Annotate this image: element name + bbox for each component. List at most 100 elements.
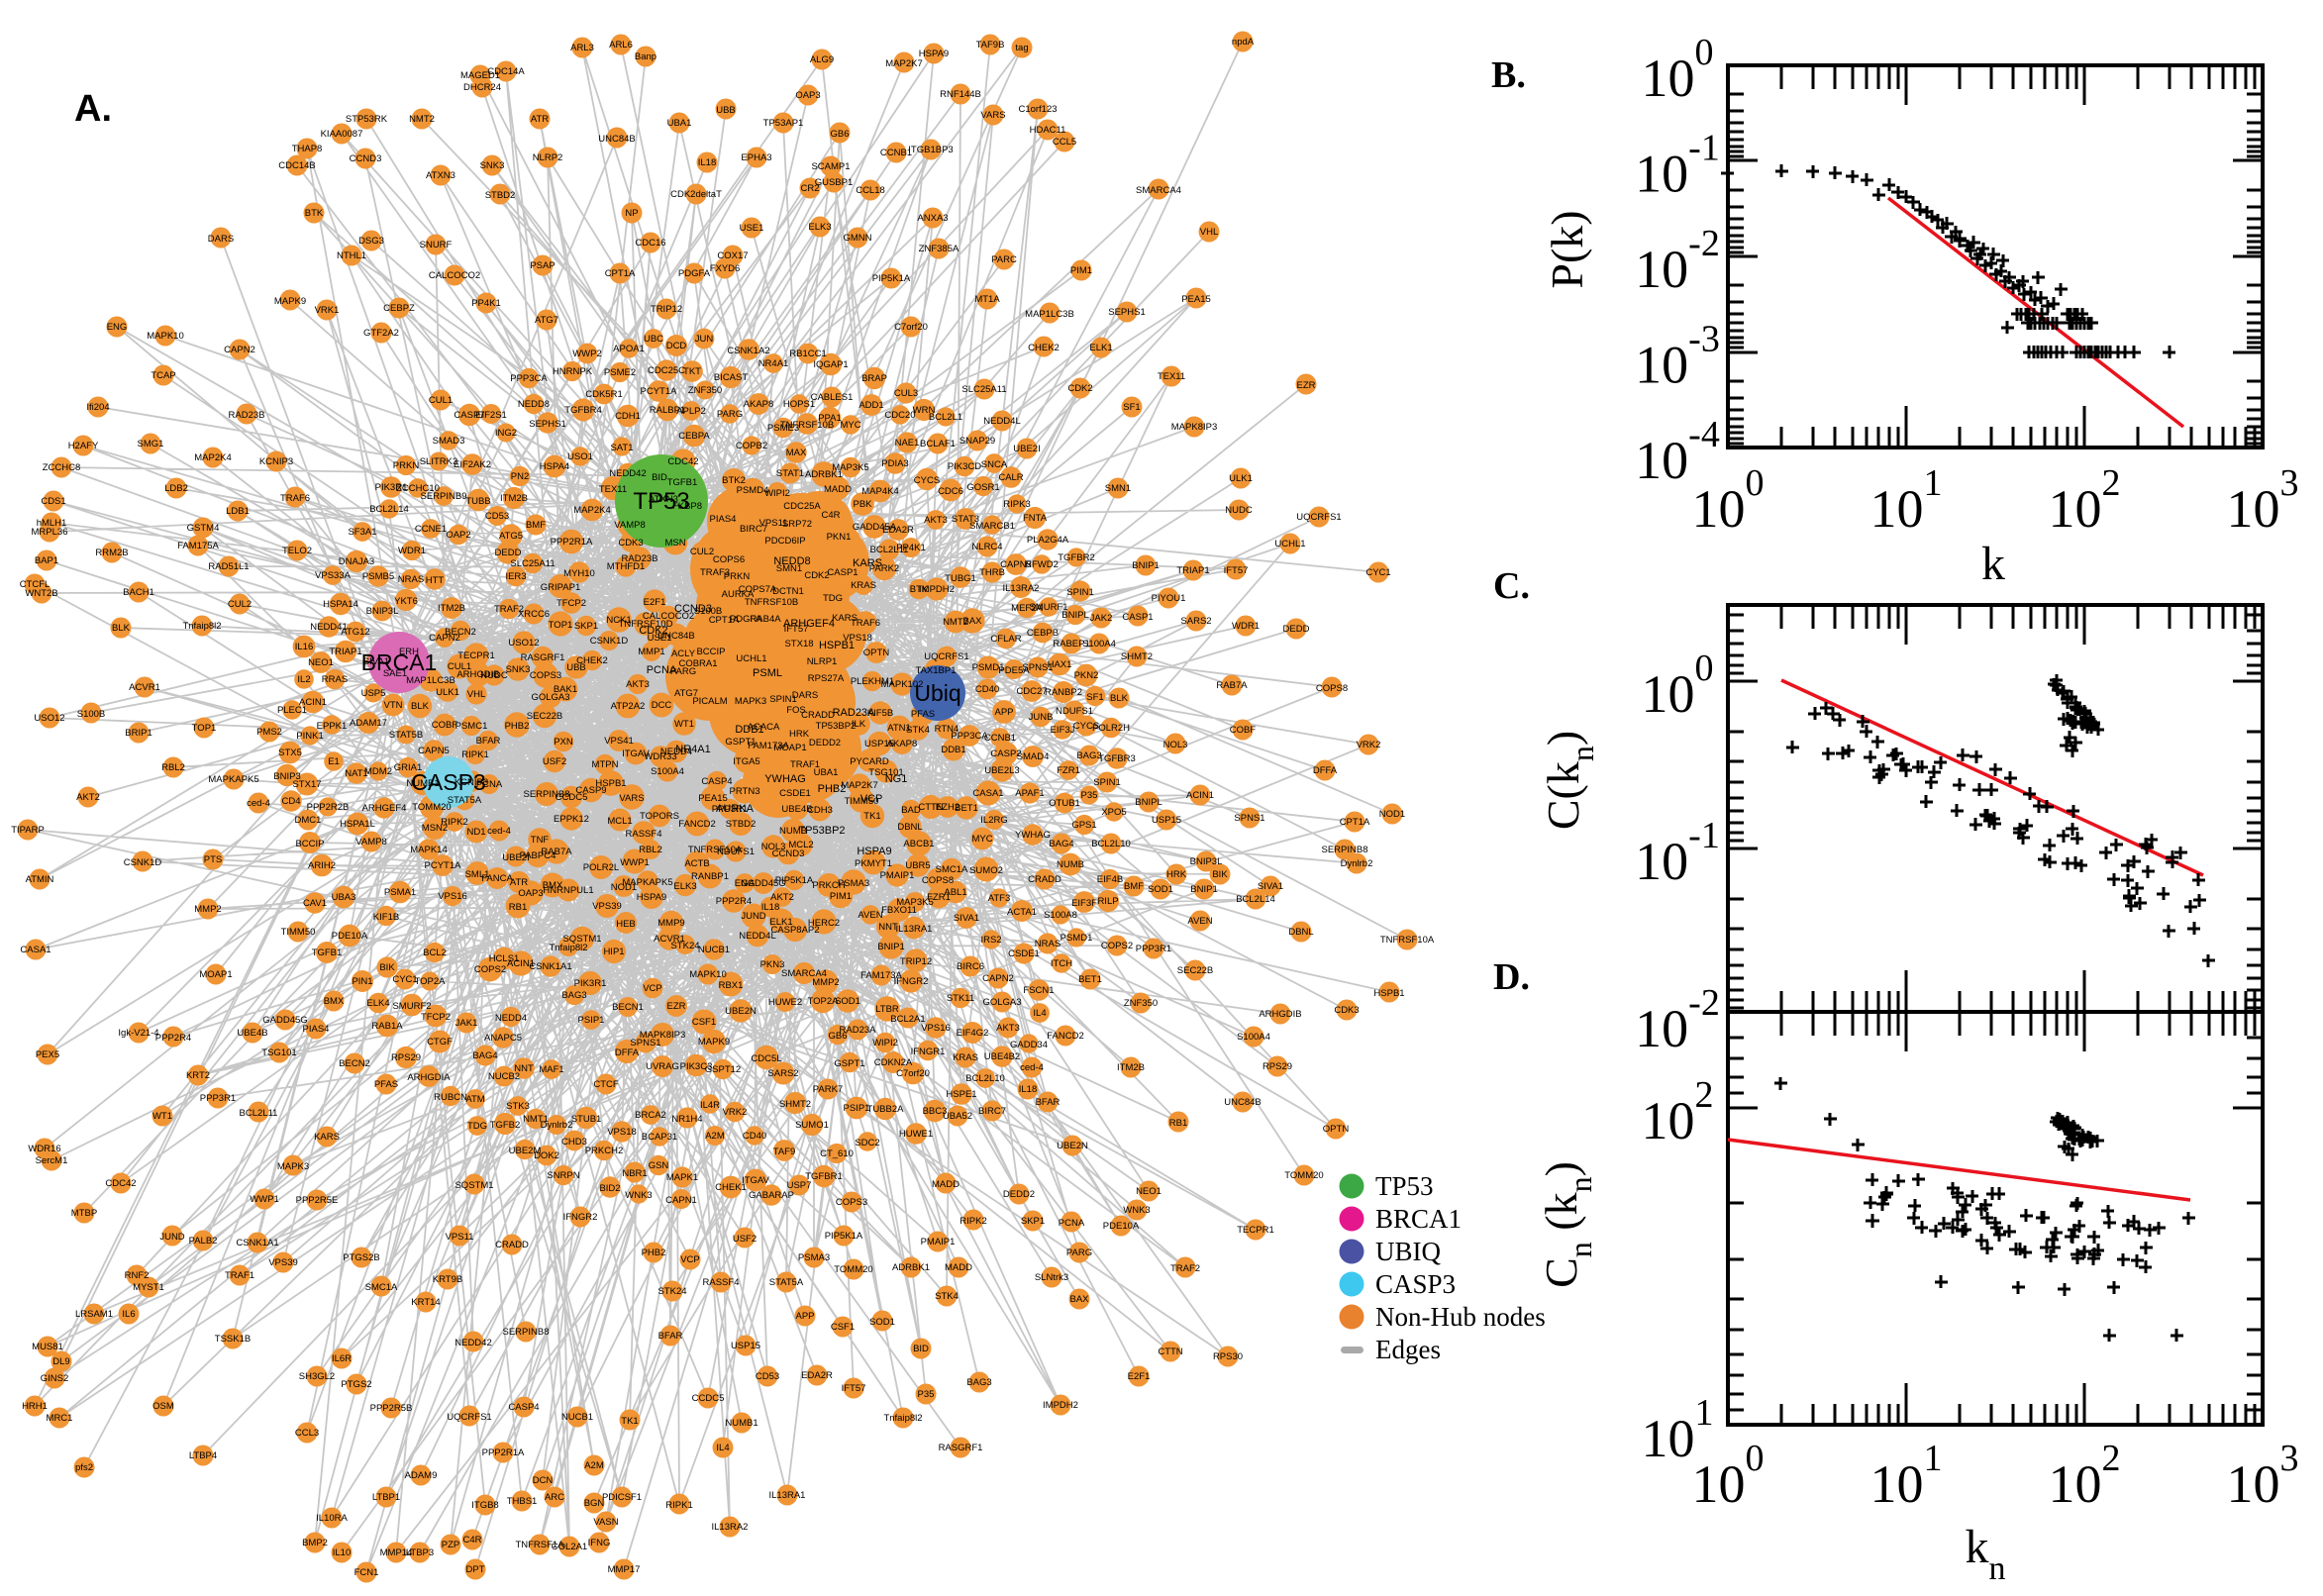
svg-text:CEBPZ: CEBPZ bbox=[383, 303, 415, 314]
svg-text:CCL5: CCL5 bbox=[1053, 137, 1076, 148]
svg-text:MTHFD1: MTHFD1 bbox=[607, 561, 646, 572]
svg-text:BNIP1: BNIP1 bbox=[877, 942, 904, 952]
svg-text:CDC42: CDC42 bbox=[667, 456, 698, 467]
svg-text:TEX11: TEX11 bbox=[599, 484, 627, 495]
svg-text:HSPA9: HSPA9 bbox=[857, 846, 891, 857]
svg-text:TRAF1: TRAF1 bbox=[790, 759, 820, 770]
svg-text:NMT1: NMT1 bbox=[523, 1114, 549, 1125]
svg-text:PDE5A: PDE5A bbox=[998, 665, 1030, 676]
svg-text:SMN1: SMN1 bbox=[776, 563, 802, 574]
svg-text:TFCP2: TFCP2 bbox=[421, 1012, 451, 1023]
svg-text:ARHGEF4: ARHGEF4 bbox=[783, 618, 835, 630]
svg-text:NUDC: NUDC bbox=[480, 670, 508, 681]
svg-text:RASSF4: RASSF4 bbox=[703, 1277, 740, 1288]
svg-text:ELK1: ELK1 bbox=[769, 917, 792, 928]
svg-text:USE1: USE1 bbox=[740, 223, 764, 234]
svg-text:DBNL: DBNL bbox=[1288, 927, 1313, 938]
svg-text:TP53: TP53 bbox=[633, 488, 689, 515]
svg-text:BAG3: BAG3 bbox=[1076, 750, 1101, 761]
svg-text:CCL3: CCL3 bbox=[295, 1428, 319, 1439]
svg-text:USP7: USP7 bbox=[787, 1180, 812, 1191]
svg-text:TIMM50: TIMM50 bbox=[845, 796, 879, 807]
svg-text:PIK3CD: PIK3CD bbox=[948, 461, 981, 472]
svg-text:CYC1: CYC1 bbox=[1365, 567, 1390, 578]
svg-text:PDICSF1: PDICSF1 bbox=[602, 1492, 642, 1503]
svg-text:RASGRF1: RASGRF1 bbox=[939, 1443, 983, 1453]
svg-text:RIPK1: RIPK1 bbox=[461, 749, 488, 760]
svg-text:PPP2R1A: PPP2R1A bbox=[551, 537, 593, 548]
svg-text:RABEP1: RABEP1 bbox=[1053, 639, 1090, 649]
svg-text:NAE1: NAE1 bbox=[895, 438, 920, 449]
svg-text:BAG4: BAG4 bbox=[1049, 839, 1073, 849]
svg-text:ITM2B: ITM2B bbox=[500, 493, 528, 504]
svg-text:MAPKAPK5: MAPKAPK5 bbox=[208, 774, 258, 785]
svg-text:FCN1: FCN1 bbox=[354, 1567, 379, 1578]
svg-text:PSME2: PSME2 bbox=[604, 367, 636, 378]
svg-text:ZNF350: ZNF350 bbox=[688, 385, 722, 396]
svg-text:SMG1: SMG1 bbox=[138, 439, 164, 449]
svg-text:SLITRK3: SLITRK3 bbox=[420, 456, 458, 467]
svg-text:BNIP1: BNIP1 bbox=[1190, 884, 1217, 895]
svg-text:ILK: ILK bbox=[852, 719, 866, 730]
svg-text:CDC27: CDC27 bbox=[1016, 686, 1047, 697]
svg-text:pfs2: pfs2 bbox=[75, 1462, 93, 1473]
svg-text:USF2: USF2 bbox=[733, 1234, 757, 1245]
svg-text:FSCN1: FSCN1 bbox=[1023, 985, 1054, 996]
svg-text:MADD: MADD bbox=[824, 484, 852, 495]
svg-text:HTT: HTT bbox=[426, 575, 445, 586]
svg-text:YWHAG: YWHAG bbox=[764, 773, 806, 785]
svg-text:PSML: PSML bbox=[753, 667, 782, 679]
svg-text:MAP3K5: MAP3K5 bbox=[896, 897, 934, 908]
svg-text:PRTN3: PRTN3 bbox=[730, 786, 760, 797]
svg-text:H2AFY: H2AFY bbox=[68, 441, 99, 451]
svg-text:DDB1: DDB1 bbox=[735, 724, 763, 736]
svg-text:SMARCA4: SMARCA4 bbox=[1136, 185, 1181, 196]
svg-text:BIRC7: BIRC7 bbox=[740, 524, 767, 535]
svg-text:CALCOCO2: CALCOCO2 bbox=[643, 611, 694, 622]
svg-text:BAD: BAD bbox=[901, 805, 921, 816]
svg-text:TGFBR4: TGFBR4 bbox=[564, 405, 601, 416]
svg-text:DFFA: DFFA bbox=[1313, 765, 1338, 776]
svg-text:HRK: HRK bbox=[1166, 869, 1187, 880]
svg-text:TRAF6: TRAF6 bbox=[851, 618, 880, 629]
svg-text:MAPK9: MAPK9 bbox=[274, 296, 306, 307]
svg-text:BFAR: BFAR bbox=[1036, 1097, 1060, 1108]
svg-text:VCP: VCP bbox=[860, 793, 883, 805]
svg-text:WWP2: WWP2 bbox=[572, 349, 602, 359]
svg-text:COPS3: COPS3 bbox=[836, 1197, 867, 1208]
svg-text:JAK2: JAK2 bbox=[1090, 613, 1113, 624]
svg-text:PYCARD: PYCARD bbox=[850, 756, 889, 767]
svg-text:NNT: NNT bbox=[878, 922, 898, 933]
svg-text:UNC84B: UNC84B bbox=[598, 134, 636, 145]
svg-text:PPP2R2B: PPP2R2B bbox=[307, 802, 350, 813]
svg-text:C4R: C4R bbox=[462, 1535, 481, 1546]
svg-text:HSPA14: HSPA14 bbox=[323, 599, 358, 610]
svg-text:RNF2: RNF2 bbox=[125, 1270, 150, 1281]
svg-text:PEA15: PEA15 bbox=[698, 793, 728, 804]
svg-text:FAM173A: FAM173A bbox=[860, 970, 902, 981]
svg-text:NLRC4: NLRC4 bbox=[971, 542, 1002, 552]
svg-text:STAT5B: STAT5B bbox=[389, 730, 424, 741]
svg-text:CSF1: CSF1 bbox=[692, 1017, 716, 1028]
svg-text:SPIN1: SPIN1 bbox=[1093, 777, 1120, 788]
svg-text:UBE4B: UBE4B bbox=[237, 1028, 267, 1039]
svg-text:RASGRF1: RASGRF1 bbox=[521, 652, 565, 663]
svg-text:CUL2: CUL2 bbox=[228, 599, 252, 610]
svg-text:TCAP: TCAP bbox=[151, 370, 175, 381]
svg-text:SHMT2: SHMT2 bbox=[1121, 651, 1153, 662]
svg-text:TOP2A: TOP2A bbox=[415, 976, 447, 987]
svg-text:WRN: WRN bbox=[913, 405, 936, 416]
svg-text:TP53: TP53 bbox=[1375, 1171, 1434, 1201]
svg-text:BTK: BTK bbox=[910, 584, 929, 595]
svg-text:EZH2: EZH2 bbox=[936, 802, 960, 813]
svg-text:PDE10A: PDE10A bbox=[332, 931, 368, 942]
svg-text:C7orf20: C7orf20 bbox=[896, 1068, 930, 1079]
svg-text:CSDE1: CSDE1 bbox=[1008, 948, 1040, 959]
svg-text:WT1: WT1 bbox=[152, 1111, 172, 1122]
svg-text:RRAS: RRAS bbox=[322, 674, 348, 685]
svg-text:ATM: ATM bbox=[465, 1094, 484, 1105]
svg-text:IL10RA: IL10RA bbox=[316, 1513, 348, 1524]
svg-text:LTBP3: LTBP3 bbox=[406, 1547, 434, 1558]
svg-text:USP15: USP15 bbox=[1152, 815, 1181, 826]
svg-text:BECN2: BECN2 bbox=[339, 1058, 370, 1069]
